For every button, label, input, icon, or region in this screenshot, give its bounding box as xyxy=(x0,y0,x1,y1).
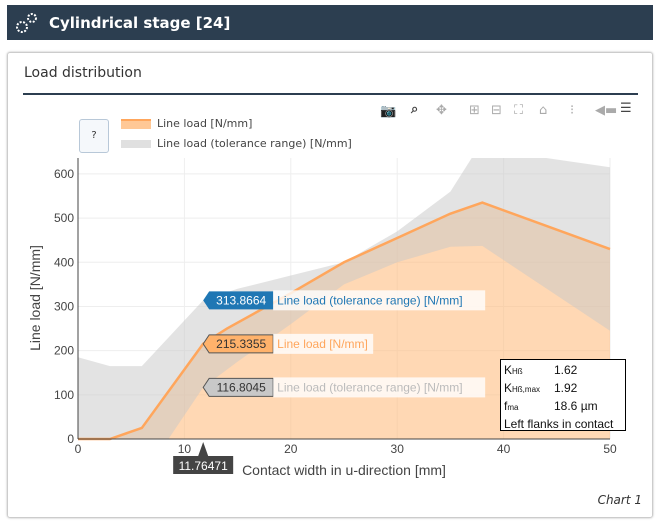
hover-x-box xyxy=(173,442,234,474)
hover-label-bg xyxy=(273,290,486,311)
legend-item-line-load[interactable]: Line load [N/mm] xyxy=(121,117,252,130)
header-bar: Cylindrical stage [24] xyxy=(7,5,653,40)
zoom-in-icon[interactable]: ⊞ xyxy=(469,103,480,118)
y-tick-label: 200 xyxy=(54,344,74,358)
x-axis-title: Contact width in u-direction [mm] xyxy=(242,462,446,478)
zoom-out-icon[interactable]: ⊟ xyxy=(491,103,502,118)
x-tick-label: 30 xyxy=(391,442,405,456)
hover-label: Line load (tolerance range) [N/mm] xyxy=(277,380,462,394)
info-box: KHß 1.62 KHß,max 1.92 fma 18.6 µm Left flan… xyxy=(500,359,626,431)
autoscale-icon[interactable]: ⛶ xyxy=(514,103,524,118)
divider xyxy=(23,93,638,95)
info-note: Left flanks in contact xyxy=(504,417,614,431)
y-tick-label: 500 xyxy=(54,211,74,225)
x-tick-label: 20 xyxy=(284,442,298,456)
zoom-icon[interactable]: ⌕ xyxy=(411,102,419,117)
spike-lines-icon[interactable]: ⁝ xyxy=(570,103,575,118)
hover-value-box xyxy=(203,291,274,310)
hover-x-value: 11.76471 xyxy=(179,459,228,473)
page-title: Cylindrical stage [24] xyxy=(49,13,231,32)
hover-label: Line load [N/mm] xyxy=(277,337,368,351)
camera-icon[interactable]: 📷 xyxy=(380,104,397,119)
hover-closest-icon[interactable]: ◀▬ xyxy=(595,103,618,118)
pan-icon[interactable]: ✥ xyxy=(436,103,447,118)
hover-value: 116.8045 xyxy=(217,380,266,394)
hover-label-bg xyxy=(273,333,374,354)
hover-compare-icon[interactable]: ☰ xyxy=(620,101,632,116)
info-value: 18.6 µm xyxy=(554,399,598,413)
y-tick-label: 0 xyxy=(67,432,74,446)
info-key: KHß,max xyxy=(504,381,541,395)
x-tick-label: 50 xyxy=(603,442,617,456)
x-tick-label: 40 xyxy=(497,442,511,456)
hover-label-bg xyxy=(273,377,486,398)
info-key: fma xyxy=(504,399,519,413)
hover-value: 313.8664 xyxy=(216,293,266,307)
tolerance-band xyxy=(78,158,610,439)
y-tick-label: 100 xyxy=(54,388,74,402)
load-distribution-card: Load distribution ? Line load [N/mm] Lin… xyxy=(7,52,653,518)
info-value: 1.62 xyxy=(554,363,578,377)
info-value: 1.92 xyxy=(554,381,578,395)
home-icon[interactable]: ⌂ xyxy=(539,103,548,118)
help-button[interactable]: ? xyxy=(79,119,109,153)
y-axis-title: Line load [N/mm] xyxy=(27,245,43,351)
y-tick-label: 600 xyxy=(54,167,74,181)
hover-value: 215.3355 xyxy=(216,337,266,351)
x-tick-label: 0 xyxy=(75,442,82,456)
x-tick-label: 10 xyxy=(178,442,192,456)
chart-caption: Chart 1 xyxy=(597,493,642,507)
y-tick-label: 300 xyxy=(54,299,74,313)
hover-label: Line load (tolerance range) [N/mm] xyxy=(277,293,462,307)
gears-icon xyxy=(16,12,37,33)
y-tick-label: 400 xyxy=(54,255,74,269)
card-title: Load distribution xyxy=(24,65,142,81)
legend-item-tolerance[interactable]: Line load (tolerance range) [N/mm] xyxy=(121,137,352,150)
info-key: KHß xyxy=(504,363,523,377)
